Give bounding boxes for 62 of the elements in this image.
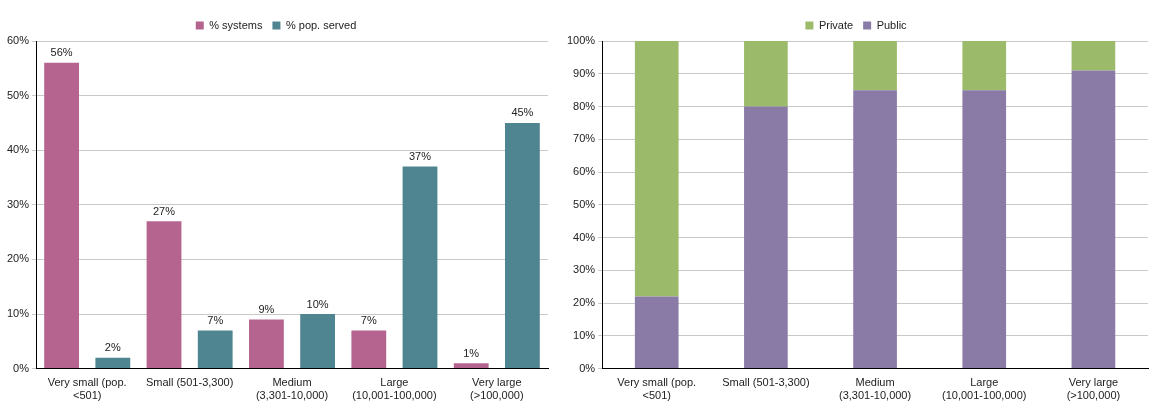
y-tick-label: 0% [13, 361, 30, 374]
data-label: 7% [207, 313, 224, 326]
legend-label: % systems [209, 18, 263, 31]
bar [249, 319, 284, 369]
x-tick-label: Small (501-3,300) [722, 376, 810, 389]
y-tick-label: 10% [573, 328, 596, 341]
data-label: 10% [306, 297, 329, 310]
data-label: 9% [258, 302, 275, 315]
data-label: 56% [50, 46, 73, 59]
bar [453, 363, 489, 369]
legend-label: Private [818, 18, 854, 31]
bar [197, 330, 233, 369]
bar [744, 41, 788, 107]
x-tick-label: Large (10,001-100,000) [352, 376, 437, 402]
y-tick-label: 40% [573, 230, 596, 243]
y-tick-label: 60% [6, 34, 30, 47]
data-label: 37% [408, 150, 432, 163]
bar [634, 296, 679, 369]
y-tick-label: 50% [6, 88, 30, 101]
bar [634, 41, 679, 297]
data-label: 45% [511, 106, 534, 119]
data-label: 27% [153, 204, 176, 217]
x-tick-label: Very large (>100,000) [470, 376, 524, 402]
y-tick-label: 20% [573, 296, 596, 309]
bar [962, 41, 1007, 91]
x-tick-label: Very small (pop. <501) [47, 376, 127, 402]
bar [853, 41, 897, 91]
x-tick-label: Medium (3,301-10,000) [255, 376, 329, 402]
y-tick-label: 50% [573, 197, 596, 210]
x-tick-label: Medium (3,301-10,000) [838, 376, 912, 402]
y-tick-label: 80% [573, 99, 596, 112]
bar [146, 221, 182, 369]
x-tick-label: Very small (pop. <501) [617, 376, 697, 402]
bar [504, 122, 540, 369]
y-tick-label: 10% [6, 307, 30, 320]
y-tick-label: 0% [579, 361, 596, 374]
x-tick-label: Small (501-3,300) [145, 376, 234, 389]
y-tick-label: 40% [6, 143, 30, 156]
y-tick-label: 20% [6, 252, 30, 265]
bar [853, 90, 897, 369]
x-tick-label: Very large (>100,000) [1066, 376, 1121, 402]
y-tick-label: 30% [6, 197, 30, 210]
y-tick-label: 90% [573, 66, 596, 79]
bar [962, 90, 1007, 369]
y-tick-label: 30% [573, 263, 596, 276]
x-tick-label: Large (10,001-100,000) [942, 376, 1027, 402]
data-label: 2% [104, 341, 121, 354]
bar [1071, 70, 1116, 369]
bar [402, 166, 438, 369]
data-label: 1% [463, 346, 480, 359]
bar [95, 357, 131, 369]
y-tick-label: 100% [566, 34, 596, 47]
legend-label: % pop. served [285, 18, 357, 31]
bar [351, 330, 387, 369]
bar [44, 62, 80, 369]
y-tick-label: 70% [573, 132, 596, 145]
data-label: 7% [360, 313, 377, 326]
bar [744, 106, 788, 369]
legend-label: Public [876, 18, 908, 31]
bar [300, 314, 336, 369]
y-tick-label: 60% [573, 165, 596, 178]
bar [1071, 41, 1116, 71]
